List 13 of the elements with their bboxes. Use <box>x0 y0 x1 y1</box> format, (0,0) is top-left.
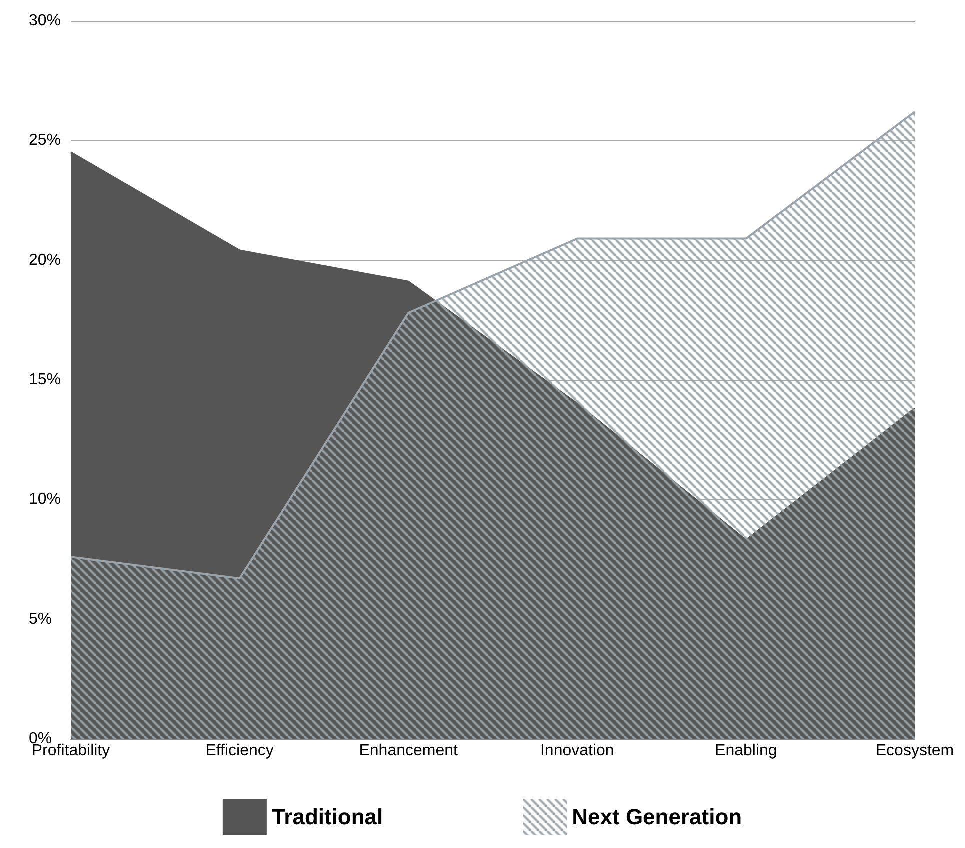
x-tick-label: Enhancement <box>359 742 459 760</box>
y-tick-label: 15% <box>29 372 62 388</box>
y-tick-label: 10% <box>29 491 62 508</box>
y-tick-label: 30% <box>29 12 62 30</box>
y-tick-label: 5% <box>29 610 52 628</box>
y-tick-label: 25% <box>29 132 62 150</box>
y-tick-label: 20% <box>29 252 62 269</box>
legend-label: Traditional <box>272 804 384 830</box>
x-tick-label: Enabling <box>715 742 778 760</box>
x-tick-label: Innovation <box>540 742 614 760</box>
x-tick-label: Ecosystem <box>876 742 954 760</box>
x-tick-label: Efficiency <box>206 742 274 760</box>
legend-label: Next Generation <box>572 804 742 830</box>
